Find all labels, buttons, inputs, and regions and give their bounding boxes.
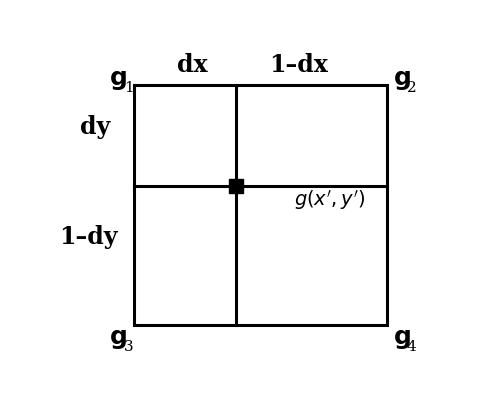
Text: 1–dy: 1–dy [59,226,117,250]
Text: $g(x', y')$: $g(x', y')$ [294,188,366,212]
Text: 3: 3 [124,340,133,354]
Point [232,183,240,189]
Text: dy: dy [80,114,110,138]
Text: $\mathbf{g}$: $\mathbf{g}$ [394,328,411,350]
Text: $\mathbf{g}$: $\mathbf{g}$ [394,69,411,92]
Text: $\mathbf{g}$: $\mathbf{g}$ [109,328,127,350]
Text: 1–dx: 1–dx [269,53,327,77]
Bar [134,85,387,325]
Text: 2: 2 [407,81,417,95]
Text: dx: dx [177,53,207,77]
Text: 1: 1 [124,81,134,95]
Text: $\mathbf{g}$: $\mathbf{g}$ [109,69,127,92]
Text: 4: 4 [407,340,417,354]
